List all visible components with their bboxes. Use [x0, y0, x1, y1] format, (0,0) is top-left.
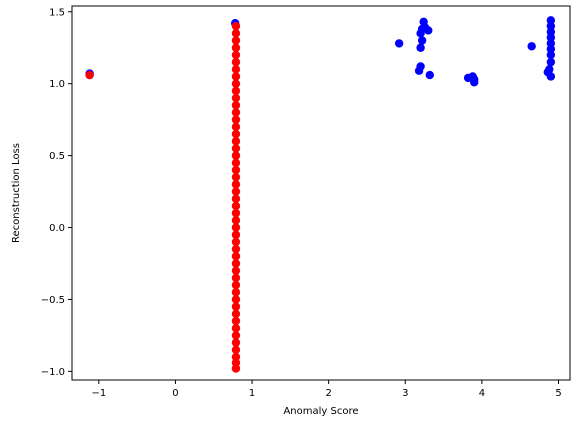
scatter-point	[231, 172, 241, 182]
y-tick-label: 1.0	[49, 79, 65, 90]
scatter-point	[231, 151, 241, 160]
scatter-point	[416, 43, 425, 52]
scatter-point	[231, 86, 241, 96]
scatter-point	[85, 70, 94, 80]
scatter-point	[231, 187, 241, 196]
scatter-point	[231, 223, 241, 232]
x-tick-label: 5	[555, 388, 561, 399]
x-axis-label: Anomaly Score	[283, 406, 358, 417]
scatter-point	[231, 280, 241, 290]
scatter-point	[546, 39, 556, 48]
scatter-point	[231, 194, 241, 203]
scatter-point	[231, 252, 241, 261]
scatter-point	[231, 230, 241, 239]
scatter-point	[546, 50, 556, 60]
scatter-point	[231, 266, 241, 275]
scatter-point	[231, 79, 241, 88]
y-tick-label: 0.0	[49, 223, 65, 234]
scatter-point	[231, 101, 241, 110]
scatter-point	[231, 108, 241, 117]
x-tick-label: 4	[479, 388, 485, 399]
scatter-point	[231, 331, 241, 340]
scatter-point	[231, 65, 241, 74]
x-tick-label: −1	[91, 388, 106, 399]
scatter-point	[231, 338, 241, 347]
scatter-point	[231, 352, 241, 362]
scatter-point	[231, 302, 241, 311]
scatter-point	[546, 16, 556, 25]
scatter-point	[231, 201, 241, 211]
scatter-point	[424, 26, 433, 35]
y-tick-label: −1.0	[41, 367, 65, 378]
scatter-point	[231, 180, 241, 189]
scatter-point	[231, 288, 241, 297]
scatter-point	[231, 21, 241, 31]
x-tick-label: 3	[402, 388, 408, 399]
scatter-point	[231, 144, 241, 153]
x-axis: −1 0 1 2 3 4 5	[91, 380, 562, 399]
plot-area	[85, 16, 556, 373]
scatter-point	[231, 29, 241, 38]
y-tick-label: −0.5	[41, 295, 65, 306]
y-axis: −1.0 −0.5 0.0 0.5 1.0 1.5	[41, 7, 72, 378]
scatter-point	[231, 273, 241, 283]
scatter-point	[231, 122, 241, 132]
scatter-point	[546, 33, 556, 42]
y-tick-label: 0.5	[49, 151, 65, 162]
scatter-point	[231, 216, 241, 225]
scatter-point	[231, 93, 241, 103]
y-axis-label: Reconstruction Loss	[11, 143, 22, 243]
scatter-point	[416, 62, 425, 71]
scatter-point	[231, 309, 241, 319]
scatter-point	[417, 36, 427, 45]
x-tick-label: 1	[249, 388, 255, 399]
scatter-point	[231, 244, 241, 254]
x-tick-label: 0	[172, 388, 178, 399]
scatter-point	[546, 27, 556, 37]
x-tick-label: 2	[325, 388, 331, 399]
scatter-point	[231, 36, 241, 45]
scatter-point	[231, 259, 241, 268]
scatter-point	[546, 44, 556, 54]
scatter-point	[231, 295, 241, 304]
scatter-point	[546, 72, 556, 81]
scatter-point	[231, 316, 241, 326]
scatter-point	[231, 237, 241, 247]
scatter-point	[231, 129, 241, 139]
scatter-point	[425, 70, 434, 80]
scatter-point	[231, 358, 241, 367]
scatter-point	[231, 57, 241, 67]
scatter-point	[231, 345, 241, 354]
scatter-point	[231, 50, 241, 60]
scatter-point	[231, 208, 241, 218]
scatter-point	[231, 324, 241, 333]
y-tick-label: 1.5	[49, 7, 65, 18]
scatter-point	[231, 43, 241, 52]
scatter-point	[231, 137, 241, 146]
scatter-point	[546, 57, 556, 67]
scatter-point	[545, 65, 554, 74]
scatter-point	[394, 39, 404, 48]
scatter-point	[231, 115, 241, 124]
scatter-point	[231, 72, 241, 81]
axes-frame	[71, 5, 571, 381]
scatter-point	[470, 78, 479, 87]
scatter-point	[527, 42, 536, 51]
scatter-point	[546, 21, 556, 31]
scatter-point	[231, 165, 241, 175]
scatter-point	[231, 158, 241, 167]
scatter-point	[231, 364, 241, 373]
